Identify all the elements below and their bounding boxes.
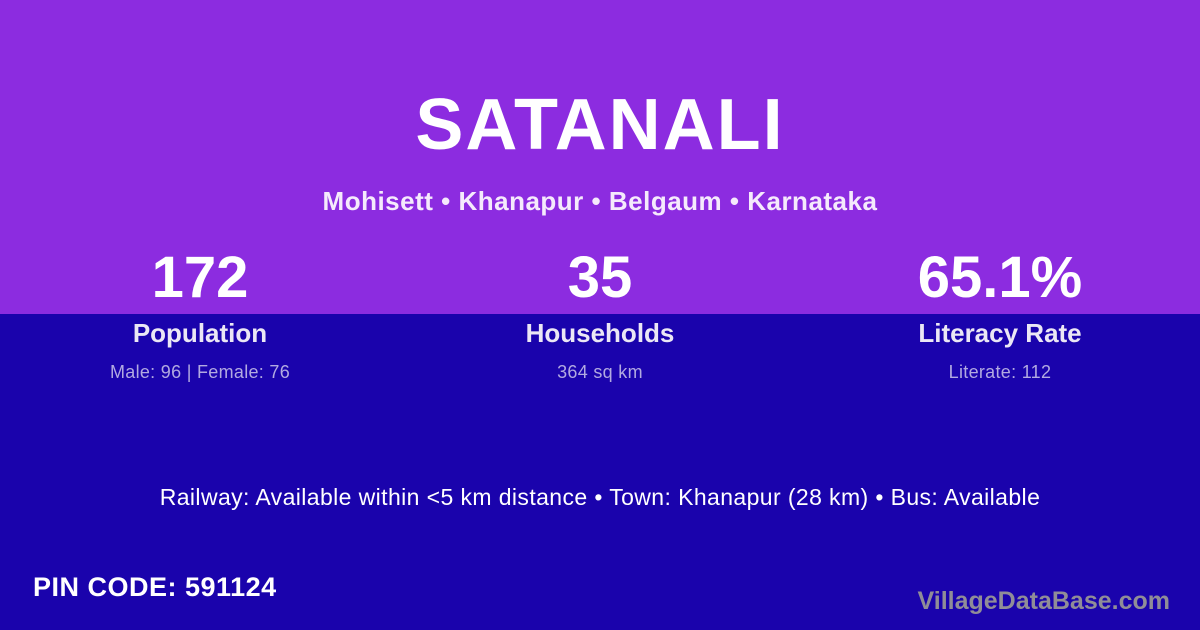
literacy-rate-label: Literacy Rate — [918, 318, 1082, 348]
households-label: Households — [525, 318, 675, 348]
stat-households: 35 Households 364 sq km — [400, 247, 800, 383]
location-breadcrumb: Mohisett • Khanapur • Belgaum • Karnatak… — [322, 186, 878, 216]
population-detail: Male: 96 | Female: 76 — [109, 362, 291, 382]
literacy-rate-value: 65.1% — [917, 245, 1083, 310]
households-value: 35 — [567, 245, 633, 310]
bottom-background-band — [0, 314, 1200, 630]
stat-population: 172 Population Male: 96 | Female: 76 — [0, 247, 400, 383]
header: SATANALI Mohisett • Khanapur • Belgaum •… — [0, 86, 1200, 217]
watermark-brand: VillageDataBase.com — [917, 587, 1170, 615]
population-label: Population — [132, 318, 268, 348]
transport-info-line: Railway: Available within <5 km distance… — [159, 484, 1041, 510]
stat-literacy-rate: 65.1% Literacy Rate Literate: 112 — [800, 247, 1200, 383]
households-detail: 364 sq km — [557, 362, 643, 382]
top-background-band — [0, 0, 1200, 314]
literacy-rate-detail: Literate: 112 — [948, 362, 1052, 382]
village-name-title: SATANALI — [415, 85, 785, 165]
population-value: 172 — [151, 245, 249, 310]
pin-code-label: PIN CODE: 591124 — [33, 572, 277, 602]
stats-row: 172 Population Male: 96 | Female: 76 35 … — [0, 247, 1200, 383]
